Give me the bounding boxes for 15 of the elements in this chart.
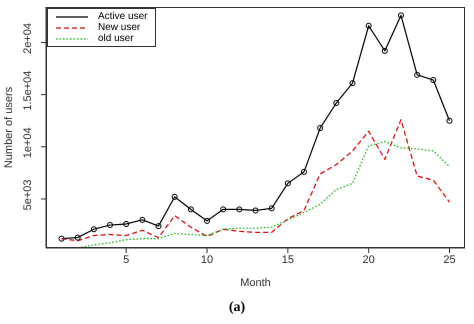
text: (a) [228, 300, 246, 316]
x-tick-label: 25 [443, 254, 456, 266]
legend-label: New user [98, 22, 140, 33]
x-tick-label: 10 [200, 254, 214, 266]
x-axis-title: Month [240, 277, 271, 289]
y-axis-title: Number of users [2, 86, 15, 168]
y-tick-label: 1e+04 [22, 127, 34, 158]
legend-label: Active user [98, 11, 148, 22]
x-tick-label: 20 [362, 254, 375, 266]
x-tick-label: 15 [282, 254, 294, 266]
x-tick-label: 5 [123, 254, 130, 266]
y-tick-label: 5e+03 [22, 180, 34, 210]
legend-label: old user [98, 33, 134, 44]
y-tick-label: 1.5e+04 [22, 70, 34, 111]
y-tick-label: 2e+04 [22, 23, 34, 54]
